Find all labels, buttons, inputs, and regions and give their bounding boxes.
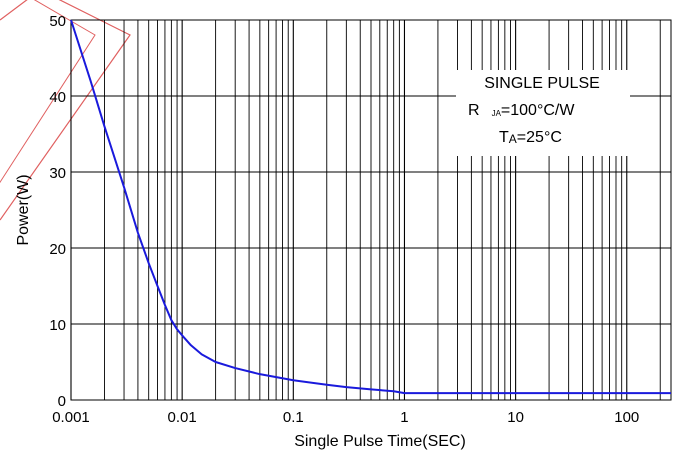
x-axis-title: Single Pulse Time(SEC) [294, 433, 466, 450]
y-tick-label: 30 [49, 165, 66, 182]
x-axis-tick-labels: 0.001 0.01 0.1 1 10 100 [52, 409, 639, 426]
x-tick-label: 100 [614, 409, 639, 426]
x-tick-label: 0.1 [283, 409, 304, 426]
watermark-outline [0, 0, 131, 221]
watermark-shape [0, 0, 131, 221]
legend-background [456, 70, 630, 156]
y-tick-label: 40 [49, 89, 66, 106]
y-axis-tick-labels: 0 10 20 30 40 50 [49, 13, 66, 410]
legend-line-2: R JA=100°C/W [468, 102, 575, 119]
y-tick-label: 20 [49, 241, 66, 258]
plot-frame [70, 19, 672, 401]
x-tick-label: 1 [400, 409, 408, 426]
x-tick-label: 0.01 [168, 409, 197, 426]
legend-line-1: SINGLE PULSE [484, 75, 600, 92]
power-curve [70, 19, 671, 395]
watermark-inner-line [0, 0, 96, 184]
y-tick-label: 10 [49, 317, 66, 334]
y-tick-label: 0 [58, 393, 66, 410]
x-tick-label: 0.001 [52, 409, 90, 426]
legend-line-3: TA=25°C [499, 129, 562, 146]
x-tick-label: 10 [507, 409, 524, 426]
chart-grid [70, 19, 671, 401]
y-tick-label: 50 [49, 13, 66, 30]
y-axis-title: Power(W) [15, 174, 32, 245]
legend-box: SINGLE PULSE R JA=100°C/W TA=25°C [456, 70, 630, 156]
